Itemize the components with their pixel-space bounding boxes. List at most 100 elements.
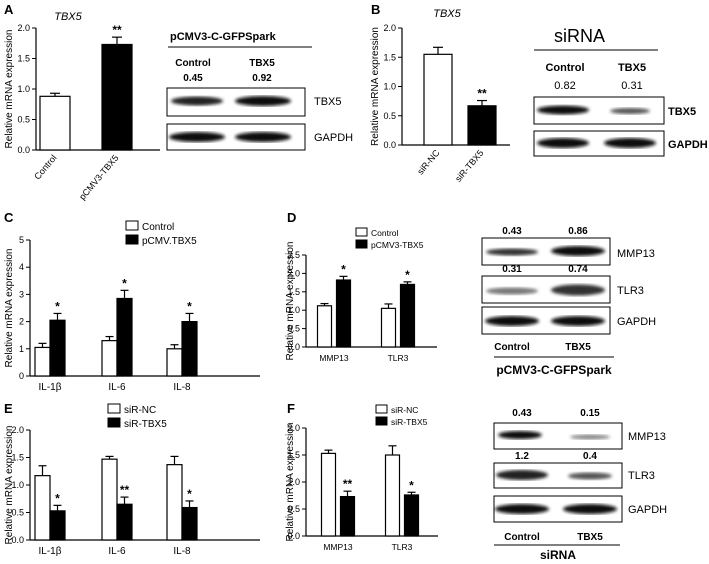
bar — [181, 321, 198, 377]
blot-d-row-tlr3: TLR3 — [617, 285, 644, 297]
y-tick-label: 5 — [19, 235, 24, 245]
y-tick-label: 2.5 — [287, 250, 300, 260]
legend-swatch — [107, 417, 121, 428]
significance-mark: * — [187, 299, 192, 313]
significance-mark: ** — [120, 483, 130, 497]
x-tick-label: IL-6 — [108, 382, 126, 393]
bar — [423, 53, 453, 146]
blot-b-val-control: 0.82 — [554, 80, 575, 92]
y-tick-label: 1.5 — [383, 52, 396, 62]
blot-f-band — [496, 470, 548, 480]
western-blot-f: 0.43 0.15 MMP13 1.2 0.4 TLR3 GAPDH Contr… — [493, 408, 667, 562]
chart-title: TBX5 — [433, 8, 461, 20]
panel-label-f: F — [287, 401, 295, 416]
y-tick-label: 3 — [19, 289, 24, 299]
x-tick-label: IL-8 — [173, 382, 191, 393]
blot-f-footer: siRNA — [540, 548, 576, 562]
blot-f-row-mmp13: MMP13 — [628, 431, 666, 443]
bar — [403, 494, 420, 537]
y-tick-label: 2.0 — [17, 23, 30, 33]
bar — [181, 506, 198, 541]
bar — [101, 340, 118, 377]
legend-swatch — [125, 234, 139, 245]
panel-label-c: C — [4, 210, 14, 225]
x-tick-label: pCMV3-TBX5 — [77, 153, 120, 202]
blot-d-tlr3-val-control: 0.31 — [502, 264, 522, 275]
blot-f-band — [568, 472, 612, 480]
blot-a-col-tbx5: TBX5 — [249, 58, 275, 69]
western-blot-d: 0.43 0.86 MMP13 0.31 0.74 TLR3 GAPDH Con… — [481, 226, 656, 377]
blot-f-tlr3-val-tbx5: 0.4 — [583, 451, 597, 462]
y-tick-label: 0 — [19, 371, 24, 381]
blot-b-row-gapdh: GAPDH — [668, 139, 708, 151]
y-tick-label: 0.0 — [287, 531, 300, 541]
bar — [101, 458, 118, 541]
significance-mark: * — [409, 478, 414, 492]
legend-label: Control — [371, 228, 399, 238]
y-tick-label: 0.0 — [287, 342, 300, 352]
bar — [116, 297, 133, 377]
legend-swatch — [107, 403, 121, 414]
blot-f-band — [570, 434, 610, 440]
chart-title: TBX5 — [54, 11, 82, 23]
y-tick-label: 0.5 — [287, 324, 300, 334]
significance-mark: * — [341, 262, 346, 276]
y-axis-label: Relative mRNA expression — [4, 30, 15, 149]
blot-f-mmp13-val-control: 0.43 — [512, 408, 532, 419]
bar — [34, 475, 51, 541]
blot-d-footer: pCMV3-C-GFPSpark — [496, 363, 612, 377]
x-tick-label: Control — [32, 153, 58, 182]
y-tick-label: 2.0 — [287, 268, 300, 278]
y-tick-label: 0.5 — [11, 508, 24, 518]
y-tick-label: 4 — [19, 262, 24, 272]
blot-d-band — [551, 316, 605, 326]
y-tick-label: 1.0 — [383, 82, 396, 92]
bar — [39, 95, 71, 151]
blot-a-title: pCMV3-C-GFPSpark — [170, 31, 277, 43]
y-tick-label: 0.5 — [287, 504, 300, 514]
panel-label-a: A — [4, 2, 14, 17]
blot-f-mmp13-val-tbx5: 0.15 — [580, 408, 600, 419]
significance-mark: * — [187, 487, 192, 501]
legend-label: pCMV.TBX5 — [142, 236, 197, 247]
y-tick-label: 1.0 — [17, 84, 30, 94]
blot-a-band — [171, 96, 223, 106]
panel-label-b: B — [371, 2, 380, 17]
blot-f-band — [563, 504, 617, 514]
y-axis-label: Relative mRNA expression — [285, 423, 296, 542]
bar — [316, 305, 333, 348]
blot-f-band — [495, 504, 549, 514]
blot-a-val-control: 0.45 — [183, 73, 203, 84]
legend-label: Control — [142, 222, 174, 233]
blot-d-band — [486, 287, 538, 295]
x-tick-label: IL-6 — [108, 546, 126, 557]
blot-f-col-tbx5: TBX5 — [577, 532, 603, 543]
bar — [384, 454, 401, 537]
blot-b-band — [537, 138, 589, 148]
x-tick-label: IL-1β — [39, 546, 62, 557]
blot-f-col-control: Control — [504, 532, 540, 543]
significance-mark: * — [122, 276, 127, 290]
blot-b-band — [604, 138, 656, 148]
significance-mark: ** — [477, 87, 487, 101]
x-tick-label: siR-NC — [415, 147, 442, 176]
y-axis-label: Relative mRNA expression — [4, 249, 15, 368]
legend-swatch — [355, 227, 368, 237]
blot-b-title: siRNA — [554, 26, 605, 46]
legend-label: siR-NC — [124, 405, 156, 416]
x-tick-label: TLR3 — [392, 542, 413, 552]
blot-a-band — [235, 132, 291, 142]
bar — [49, 510, 66, 541]
blot-d-band — [485, 316, 539, 326]
blot-f-row-gapdh: GAPDH — [628, 504, 667, 516]
panel-label-e: E — [4, 401, 13, 416]
x-tick-label: TLR3 — [388, 353, 409, 363]
blot-d-band — [551, 246, 605, 256]
legend-swatch — [355, 239, 368, 249]
bar — [116, 503, 133, 541]
blot-a-val-tbx5: 0.92 — [252, 73, 272, 84]
